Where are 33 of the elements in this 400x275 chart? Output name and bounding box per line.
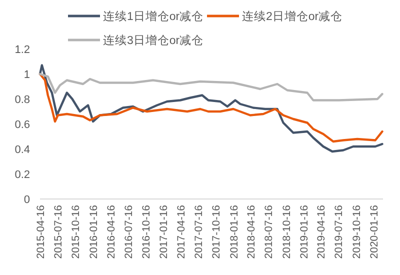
x-tick-label: 2015-04-16 (35, 204, 47, 259)
x-tick-label: 2016-04-16 (105, 204, 118, 259)
x-tick-label: 2019-01-16 (298, 204, 310, 259)
x-tick-label: 2015-10-16 (70, 204, 82, 259)
x-tick-label: 2019-04-16 (316, 204, 328, 259)
legend-label: 连续1日增仓or减仓 (103, 10, 204, 23)
x-tick-label: 2018-07-16 (263, 204, 276, 259)
x-tick-label: 2018-01-16 (228, 204, 240, 259)
y-tick-label: 0 (24, 194, 30, 206)
y-tick-label: 1.2 (14, 44, 30, 56)
y-tick-label: 1 (24, 69, 30, 81)
x-tick-label: 2017-10-16 (210, 204, 223, 259)
legend-label: 连续2日增仓or减仓 (242, 10, 343, 23)
line-series (38, 72, 384, 143)
line-series (38, 72, 384, 102)
y-tick-label: 0.2 (14, 169, 30, 181)
x-tick-label: 2018-10-16 (280, 204, 293, 259)
x-tick-label: 2017-01-16 (158, 204, 170, 259)
x-tick-label: 2015-07-16 (52, 204, 64, 259)
x-tick-label: 2020-01-16 (368, 204, 381, 259)
x-tick-label: 2019-07-16 (333, 204, 346, 259)
x-tick-label: 2016-10-16 (140, 204, 152, 259)
x-tick-label: 2019-10-16 (350, 204, 363, 259)
x-tick-label: 2018-04-16 (246, 204, 258, 259)
x-tick-label: 2016-01-16 (88, 204, 100, 259)
x-tick-label: 2016-07-16 (122, 204, 135, 259)
x-tick-label: 2017-07-16 (192, 204, 205, 259)
legend-label: 连续3日增仓or减仓 (103, 34, 204, 47)
y-tick-label: 0.6 (14, 119, 30, 131)
line-series (38, 64, 384, 153)
x-tick-label: 2017-04-16 (175, 204, 188, 259)
y-tick-label: 0.8 (14, 94, 30, 106)
y-tick-label: 0.4 (14, 144, 30, 156)
